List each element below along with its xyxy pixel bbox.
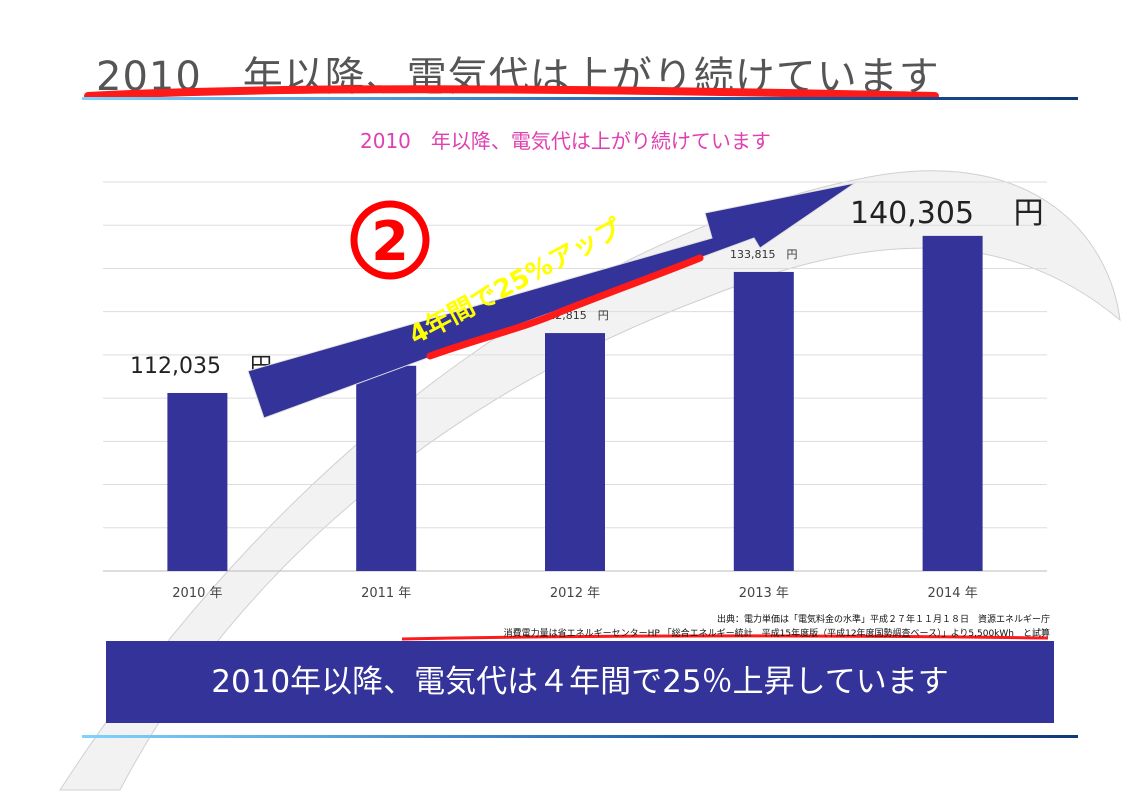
title-underline bbox=[84, 85, 939, 100]
category-label: 2013 年 bbox=[739, 586, 789, 601]
value-label: 112,035 円 bbox=[130, 354, 272, 379]
circle-number-ring bbox=[350, 200, 430, 280]
bar-2 bbox=[356, 365, 417, 571]
bottom-rule bbox=[82, 735, 1078, 738]
arrow-text-underline bbox=[426, 254, 704, 360]
summary-banner-text: 2010年以降、電気代は４年間で25％上昇しています bbox=[211, 664, 949, 700]
source-line-2: 消費電力量は省エネルギーセンターHP 「総合エネルギー統計 平成15年度版（平成… bbox=[503, 629, 1050, 639]
summary-banner bbox=[106, 641, 1054, 723]
value-label: 133,815 円 bbox=[730, 248, 798, 261]
bar-4 bbox=[733, 271, 794, 571]
top-rule bbox=[82, 97, 1078, 100]
circle-number: 2 bbox=[371, 210, 409, 273]
bar-3 bbox=[545, 333, 605, 571]
chart-title: 2010 年以降、電気代は上がり続けています bbox=[360, 129, 771, 153]
source-line-1: 出典：電力単価は「電気料金の水準」平成２７年１１月１８日 資源エネルギー庁 bbox=[716, 615, 1050, 625]
category-label: 2012 年 bbox=[550, 586, 600, 601]
bar-1 bbox=[167, 392, 228, 571]
category-label: 2010 年 bbox=[172, 586, 222, 601]
value-label: 140,305 円 bbox=[850, 196, 1044, 231]
trend-arrow bbox=[247, 182, 856, 419]
source-underline bbox=[401, 634, 1049, 641]
category-label: 2014 年 bbox=[927, 586, 977, 601]
category-label: 2011 年 bbox=[361, 586, 411, 601]
bar-5 bbox=[922, 235, 983, 571]
chart-bars bbox=[167, 235, 983, 571]
